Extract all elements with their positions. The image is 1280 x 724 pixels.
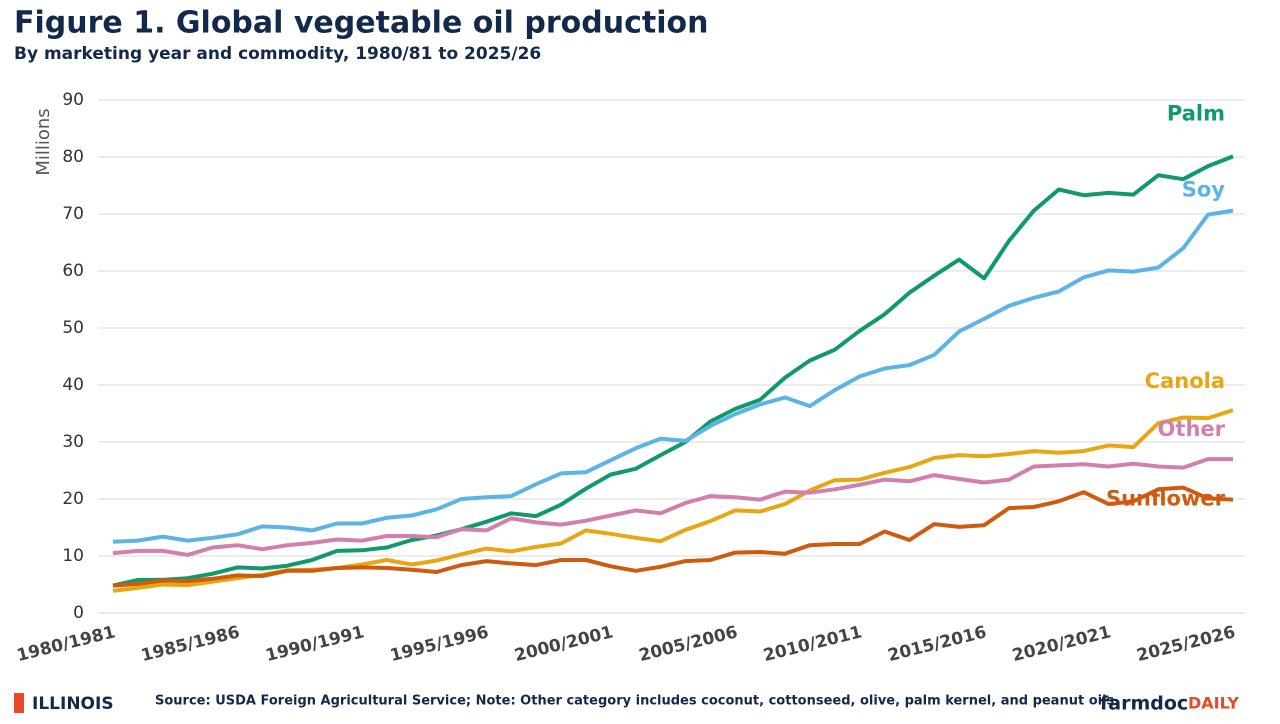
series-label: Soy — [1182, 178, 1226, 202]
x-tick-label: 1985/1986 — [139, 622, 242, 666]
source-note: Source: USDA Foreign Agricultural Servic… — [155, 694, 1115, 709]
series-label: Other — [1158, 417, 1226, 441]
series-line — [112, 457, 1233, 557]
x-tick-label: 2025/2026 — [1135, 622, 1238, 666]
x-tick-label: 1995/1996 — [388, 622, 491, 666]
logo-mark — [14, 693, 24, 713]
y-tick-label: 70 — [62, 204, 84, 224]
y-tick-label: 10 — [62, 546, 84, 566]
x-tick-label: 1990/1991 — [264, 622, 367, 666]
series-label: Canola — [1145, 369, 1225, 393]
logo-left: ILLINOIS — [32, 694, 114, 714]
y-tick-label: 40 — [62, 375, 84, 395]
x-tick-label: 2020/2021 — [1010, 622, 1113, 666]
logo-right-suffix: DAILY — [1188, 694, 1239, 713]
y-tick-label: 20 — [62, 489, 84, 509]
x-tick-label: 2015/2016 — [886, 622, 989, 666]
x-tick-label: 2005/2006 — [637, 622, 740, 666]
y-tick-label: 90 — [62, 90, 84, 110]
y-tick-label: 60 — [62, 261, 84, 281]
y-tick-label: 30 — [62, 432, 84, 452]
series-line — [112, 154, 1234, 588]
y-tick-label: 0 — [73, 603, 84, 623]
y-tick-label: 50 — [62, 318, 84, 338]
y-axis-label: Millions — [33, 108, 54, 175]
series-line — [112, 208, 1234, 544]
logo-right: farmdoc — [1100, 693, 1188, 715]
x-tick-label: 1980/1981 — [15, 622, 118, 666]
series-line — [112, 485, 1234, 588]
series-label: Sunflower — [1106, 487, 1226, 511]
y-tick-label: 80 — [62, 147, 84, 167]
x-tick-label: 2000/2001 — [513, 622, 616, 666]
x-tick-label: 2010/2011 — [761, 622, 864, 666]
series-label: Palm — [1167, 101, 1225, 125]
chart-title: Figure 1. Global vegetable oil productio… — [14, 6, 708, 41]
chart-subtitle: By marketing year and commodity, 1980/81… — [14, 44, 541, 64]
